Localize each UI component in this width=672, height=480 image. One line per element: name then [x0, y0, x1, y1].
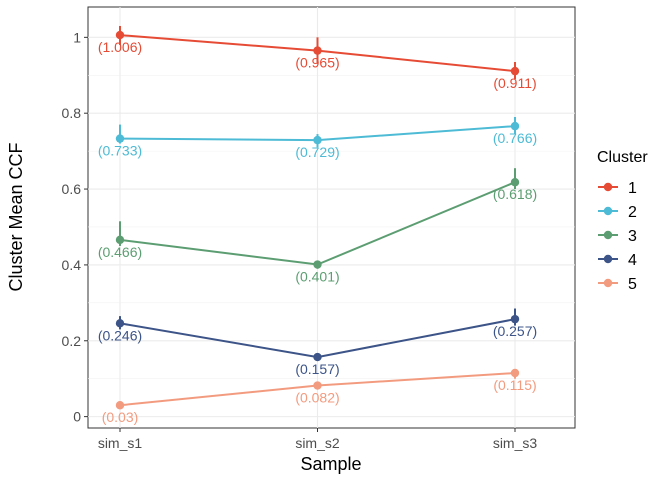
- series-2: [115, 116, 520, 148]
- legend-key-point: [603, 254, 613, 264]
- legend-item-3: 3: [598, 228, 637, 245]
- data-point: [115, 401, 125, 410]
- legend-key-point: [603, 278, 613, 288]
- legend-label: 3: [628, 228, 637, 245]
- legend-title: Cluster: [597, 149, 648, 166]
- data-label: (0.03): [102, 409, 139, 425]
- data-label: (0.466): [98, 244, 142, 260]
- y-axis: 0 0.2 0.4 0.6 0.8 1: [62, 29, 88, 425]
- data-label: (0.401): [295, 269, 339, 285]
- data-label: (0.766): [493, 130, 537, 146]
- y-tick-label: 0.6: [62, 181, 82, 197]
- legend-key-point: [603, 230, 613, 240]
- legend-label: 1: [628, 180, 637, 197]
- data-point: [115, 235, 125, 245]
- legend-label: 5: [628, 276, 637, 293]
- data-point: [313, 352, 322, 362]
- data-label: (0.257): [493, 323, 537, 339]
- x-tick-label: sim_s3: [493, 435, 538, 451]
- legend-label: 4: [628, 252, 637, 269]
- legend-key-point: [603, 182, 613, 192]
- plot-panel: [87, 6, 576, 429]
- data-point: [115, 134, 125, 143]
- legend-item-4: 4: [598, 252, 637, 269]
- x-tick-label: sim_s1: [98, 435, 143, 451]
- series-layer: [115, 25, 520, 410]
- data-label: (0.965): [295, 55, 339, 71]
- y-tick-label: 0: [73, 409, 81, 425]
- data-label: (0.115): [493, 377, 536, 393]
- data-point: [313, 135, 322, 145]
- data-labels: (1.006) (0.965) (0.911) (0.733) (0.729) (0.76…: [98, 39, 537, 425]
- legend: Cluster 1 2 3 4 5: [597, 149, 648, 293]
- y-tick-label: 0.8: [62, 105, 82, 121]
- data-label: (0.618): [493, 186, 537, 202]
- data-label: (0.911): [493, 75, 536, 91]
- grid-minor: [88, 74, 575, 379]
- data-label: (0.246): [98, 327, 142, 343]
- data-point: [313, 46, 322, 55]
- legend-item-5: 5: [598, 276, 637, 293]
- legend-key-point: [603, 206, 613, 216]
- data-point: [510, 178, 520, 187]
- data-label: (0.729): [295, 144, 339, 160]
- data-point: [313, 260, 322, 269]
- data-label: (0.733): [98, 143, 142, 159]
- data-label: (1.006): [98, 39, 142, 55]
- data-point: [510, 66, 520, 76]
- y-tick-label: 0.4: [62, 257, 82, 273]
- legend-label: 2: [628, 204, 637, 221]
- data-point: [115, 30, 125, 40]
- data-point: [510, 121, 520, 131]
- data-point: [115, 319, 125, 328]
- x-tick-label: sim_s2: [295, 435, 340, 451]
- data-point: [510, 368, 520, 378]
- y-tick-label: 0.2: [62, 333, 82, 349]
- y-axis-title: Cluster Mean CCF: [6, 142, 26, 291]
- data-label: (0.082): [295, 390, 339, 406]
- data-point: [510, 314, 520, 324]
- legend-item-1: 1: [598, 180, 637, 197]
- series-5: [115, 368, 520, 410]
- data-label: (0.157): [295, 361, 339, 377]
- legend-item-2: 2: [598, 204, 637, 221]
- x-axis: sim_s1 sim_s2 sim_s3: [98, 428, 538, 451]
- data-point: [313, 381, 322, 390]
- series-4: [115, 308, 520, 362]
- y-tick-label: 1: [73, 29, 81, 45]
- series-1: [115, 25, 520, 80]
- series-3: [115, 168, 520, 269]
- x-axis-title: Sample: [300, 454, 361, 474]
